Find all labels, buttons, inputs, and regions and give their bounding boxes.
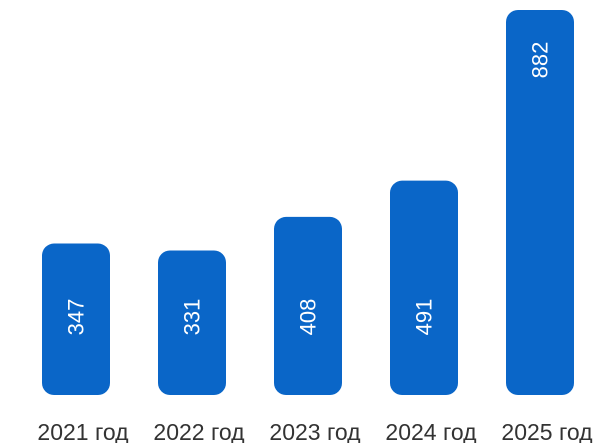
bar-2023	[274, 216, 342, 395]
bar-value-label: 347	[64, 299, 89, 336]
bar-2025	[506, 10, 574, 395]
category-label: 2022 год	[153, 419, 245, 443]
category-label: 2025 год	[501, 419, 593, 443]
bar-value-labels: 347 331 408 491 882	[64, 42, 553, 336]
bar-value-label: 491	[412, 299, 437, 336]
category-label: 2024 год	[385, 419, 477, 443]
bars-group	[42, 10, 574, 395]
bar-2021	[42, 243, 110, 395]
category-labels: 2021 год 2022 год 2023 год 2024 год 2025 год	[37, 419, 593, 443]
bar-value-label: 331	[180, 299, 205, 336]
bar-2022	[158, 250, 226, 395]
bar-value-label: 882	[528, 42, 553, 79]
bar-value-label: 408	[296, 299, 321, 336]
category-label: 2021 год	[37, 419, 129, 443]
bar-2024	[390, 180, 458, 395]
category-label: 2023 год	[269, 419, 361, 443]
